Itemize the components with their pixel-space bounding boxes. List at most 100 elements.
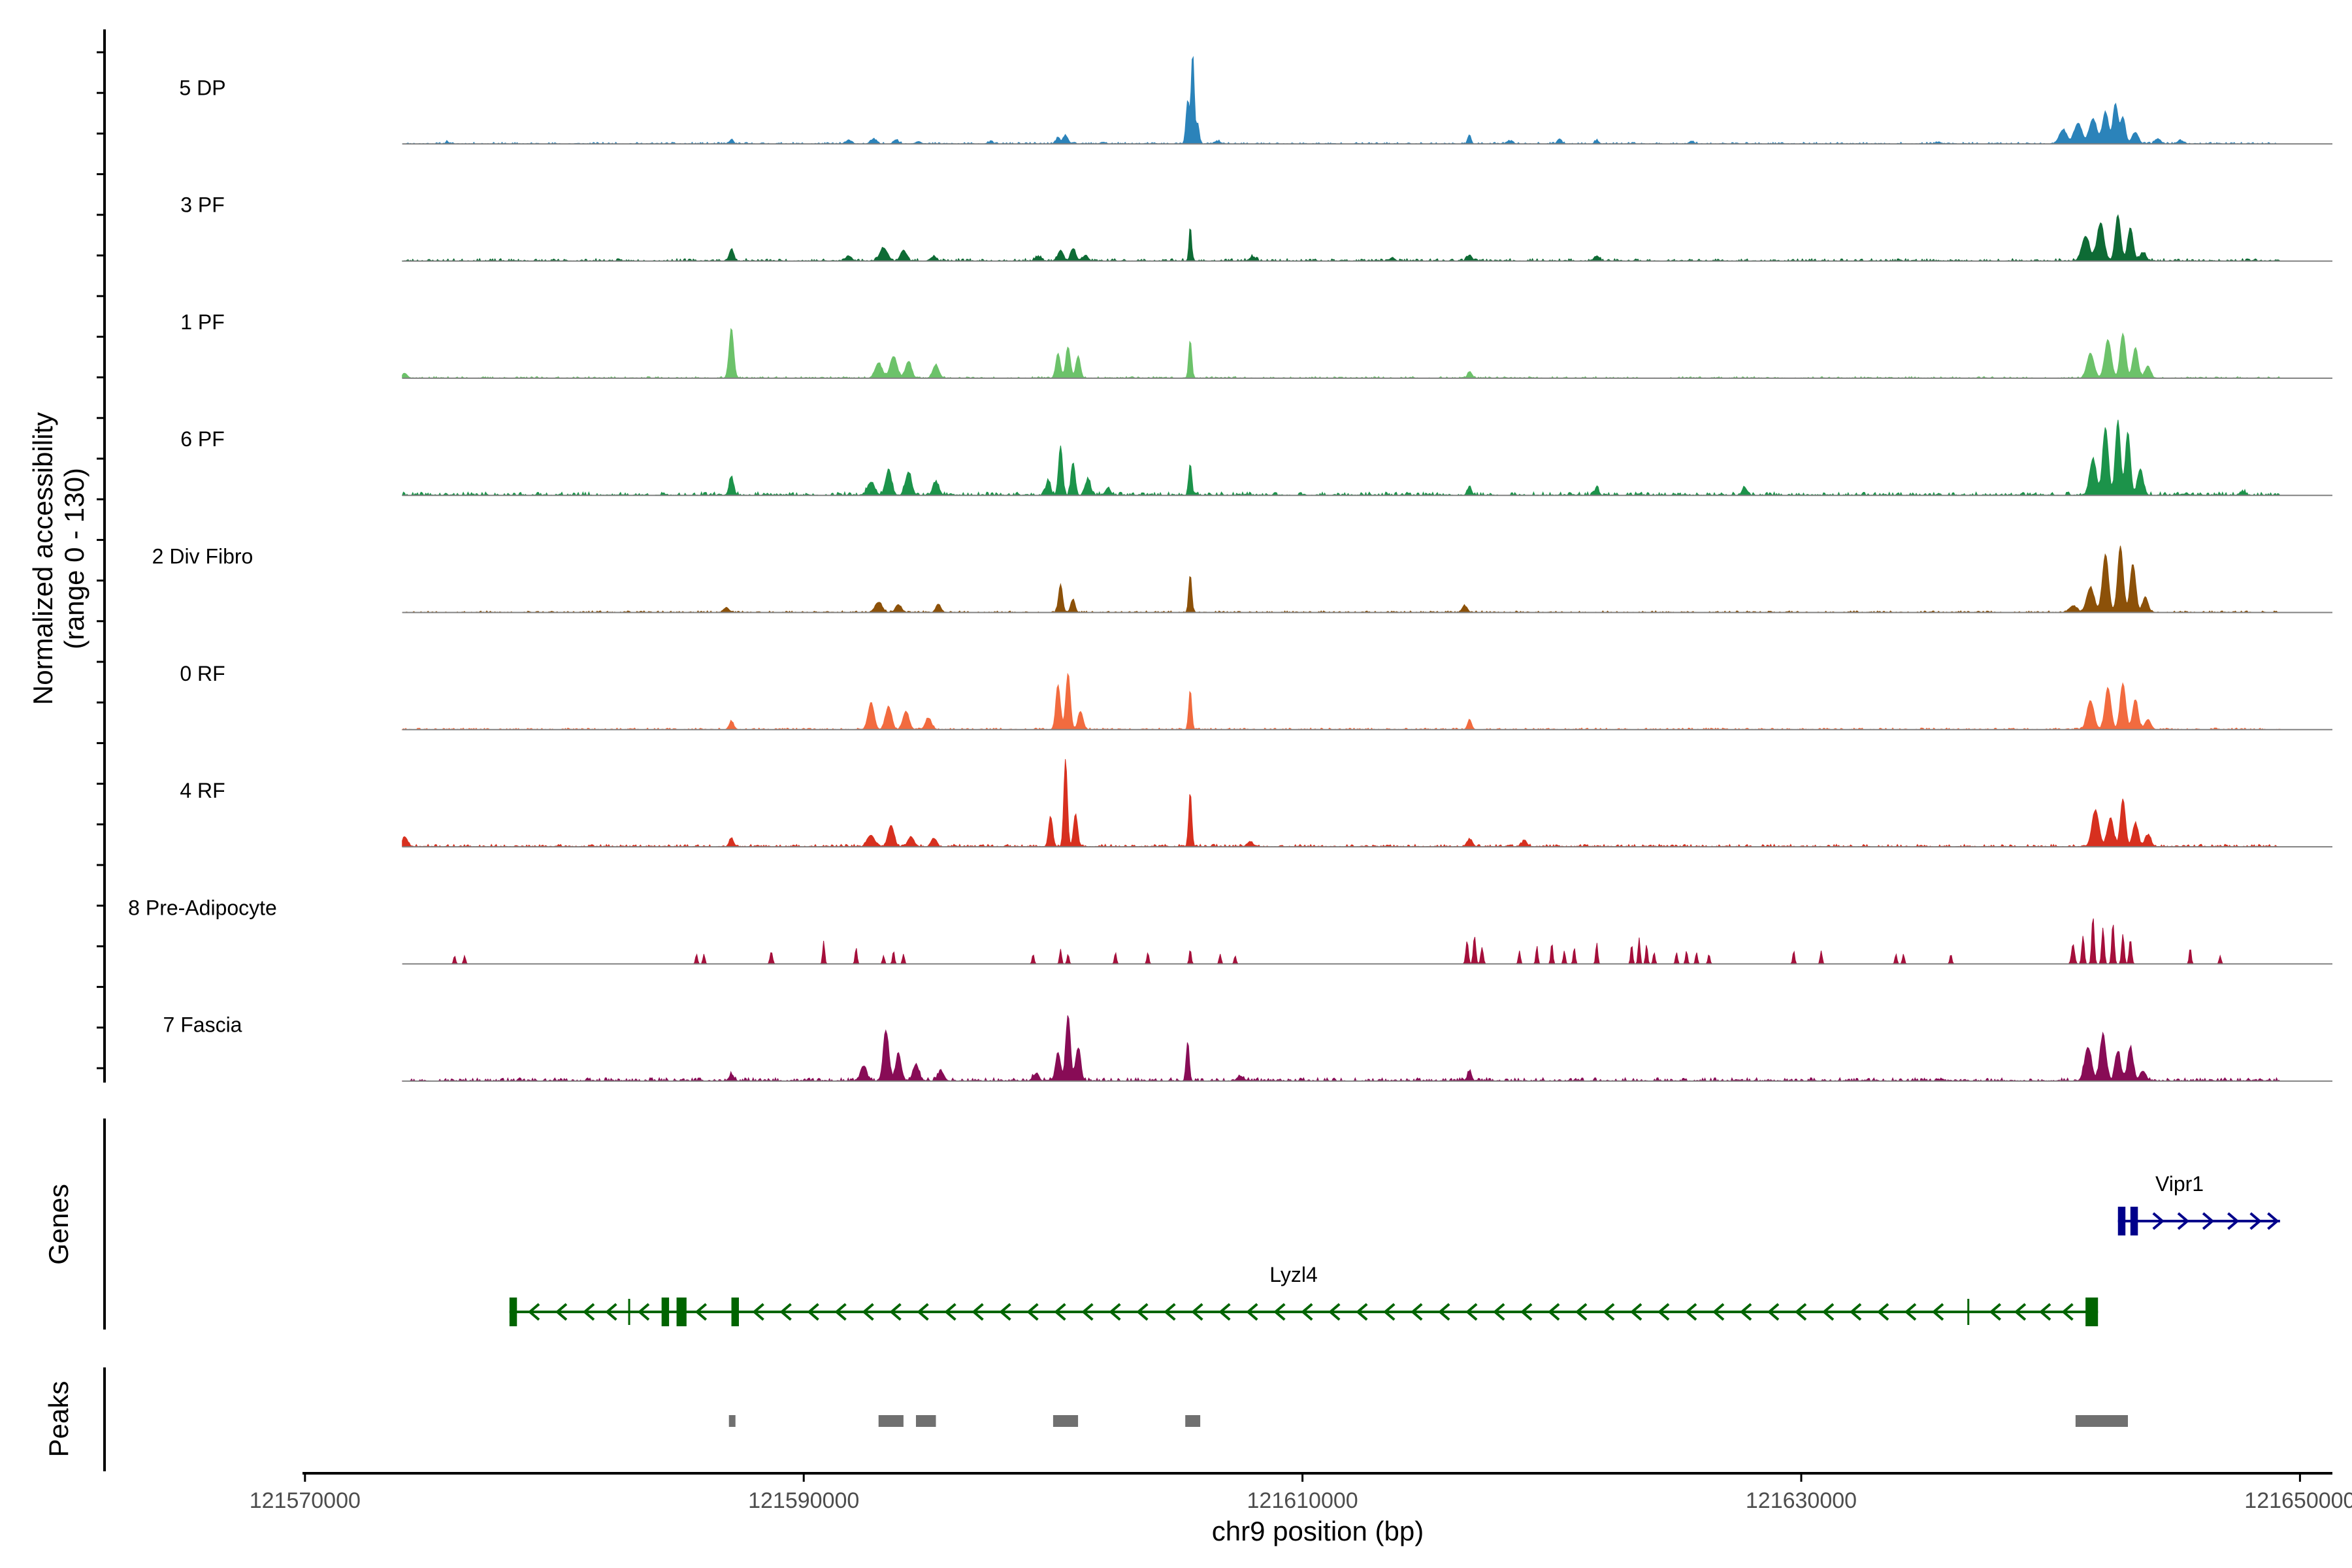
strand-arrow [1054,1303,1066,1321]
strand-arrow [779,1303,792,1321]
strand-arrow [1520,1303,1533,1321]
track-3-pf: 3 PF [180,193,2332,262]
track-label: 0 RF [180,662,225,685]
called-peak [1053,1415,1079,1427]
strand-arrow [834,1303,847,1321]
coverage-area [402,56,2280,145]
strand-arrow [1767,1303,1780,1321]
track-1-pf: 1 PF [180,310,2332,379]
coverage-area [402,419,2281,497]
called-peak [1185,1415,1201,1427]
strand-arrow [1712,1303,1725,1321]
strand-arrow [944,1303,956,1321]
y-axis-label-range: (range 0 - 130) [59,468,90,649]
strand-arrow [2152,1212,2164,1230]
strand-arrow [1739,1303,1752,1321]
strand-arrow [1465,1303,1478,1321]
gene-exon [2130,1207,2138,1235]
strand-arrow [1026,1303,1039,1321]
strand-arrow [1904,1303,1917,1321]
strand-arrow [605,1303,617,1321]
x-tick-label: 121570000 [250,1488,361,1513]
x-axis-label: chr9 position (bp) [1212,1516,1424,1546]
genes-track: Vipr1 Lyzl4 [509,1172,2280,1326]
strand-arrow [1411,1303,1423,1321]
track-0-rf: 0 RF [180,662,2332,730]
y-axis-label: Normalized accessibility [27,412,58,705]
strand-arrow [1821,1303,1835,1321]
strand-arrow [1629,1303,1642,1321]
gene-vipr1: Vipr1 [2117,1172,2280,1235]
gene-label: Lyzl4 [1269,1263,1318,1286]
strand-arrow [2267,1212,2279,1230]
strand-arrow [917,1303,929,1321]
strand-arrow [1301,1303,1313,1321]
strand-arrow [1603,1303,1615,1321]
strand-arrow [1356,1303,1368,1321]
gene-exon [676,1298,687,1326]
x-tick-label: 121650000 [2244,1488,2352,1513]
strand-arrow [2014,1303,2027,1321]
strand-arrow [1109,1303,1121,1321]
gene-lyzl4: Lyzl4 [509,1263,2099,1326]
strand-arrow [1657,1303,1670,1321]
track-label: 5 DP [179,76,225,99]
x-tick-label: 121630000 [1746,1488,1857,1513]
strand-arrow [2038,1303,2051,1321]
strand-arrow [1849,1303,1862,1321]
strand-arrow [889,1303,902,1321]
track-label: 7 Fascia [163,1013,242,1037]
strand-arrow [999,1303,1011,1321]
track-4-rf: 4 RF [180,759,2332,848]
strand-arrow [694,1303,708,1321]
strand-arrow [1989,1303,2002,1321]
strand-arrow [1218,1303,1231,1321]
strand-arrow [1273,1303,1286,1321]
strand-arrow [2249,1212,2262,1230]
strand-arrow [1575,1303,1588,1321]
strand-arrow [752,1303,764,1321]
strand-arrow [1328,1303,1341,1321]
strand-arrow [1794,1303,1807,1321]
strand-arrow [555,1303,568,1321]
coverage-area [402,214,2281,262]
track-7-fascia: 7 Fascia [163,1013,2332,1083]
strand-arrow [2177,1212,2190,1230]
strand-arrow [1383,1303,1396,1321]
track-label: 6 PF [180,427,225,451]
track-label: 1 PF [180,310,225,334]
track-8-pre-adipocyte: 8 Pre-Adipocyte [128,896,2332,965]
strand-arrow [1931,1303,1944,1321]
x-tick-label: 121590000 [748,1488,859,1513]
track-label: 4 RF [180,779,225,802]
coverage-area [402,759,2280,848]
strand-arrow [2061,1303,2074,1321]
gene-exon [661,1298,670,1326]
genes-track-label: Genes [43,1184,74,1265]
gene-exon [2085,1298,2099,1326]
gene-exon [509,1298,517,1326]
strand-arrow [582,1303,595,1321]
track-label: 2 Div Fibro [152,545,253,568]
strand-arrow [807,1303,819,1321]
strand-arrow [2202,1212,2215,1230]
strand-arrow [1081,1303,1094,1321]
strand-arrow [1438,1303,1450,1321]
gene-exon [731,1298,739,1326]
strand-arrow [527,1303,540,1321]
coverage-area [401,672,2281,730]
x-tick-label: 121610000 [1247,1488,1358,1513]
strand-arrow [1548,1303,1560,1321]
strand-arrow [2227,1212,2240,1230]
track-2-div-fibro: 2 Div Fibro [152,545,2332,613]
peaks-track [728,1415,2129,1427]
coverage-area [402,918,2280,964]
strand-arrow [637,1303,650,1321]
accessibility-tracks: 5 DP 3 PF 1 PF 6 PF 2 Div Fibro 0 RF 4 RF 8 Pre… [128,56,2332,1083]
strand-arrow [1876,1303,1889,1321]
called-peak [878,1415,904,1427]
strand-arrow [1684,1303,1697,1321]
gene-label: Vipr1 [2155,1172,2204,1196]
called-peak [915,1415,936,1427]
coverage-area [402,328,2281,379]
